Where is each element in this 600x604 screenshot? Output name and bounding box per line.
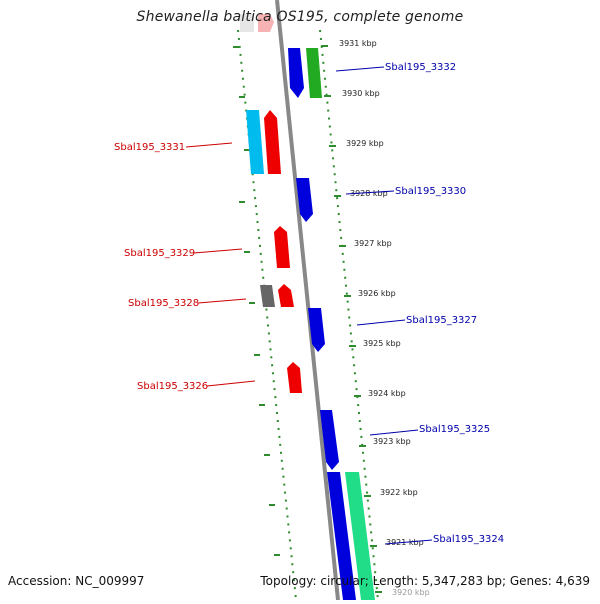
faded-gene-arrow xyxy=(258,14,274,32)
kbp-tick-label: 3931 kbp xyxy=(339,39,377,48)
kbp-tick-label: 3920 kbp xyxy=(392,588,430,597)
gene-label[interactable]: Sbal195_3329 xyxy=(124,248,195,259)
kbp-tick-label: 3924 kbp xyxy=(368,389,406,398)
gene-arrow-red xyxy=(287,362,302,393)
gene-block-blue xyxy=(327,472,356,600)
gene-arrow-blue xyxy=(320,410,339,470)
gene-arrow-blue xyxy=(288,48,304,98)
kbp-tick-label: 3922 kbp xyxy=(380,488,418,497)
kbp-tick-label: 3926 kbp xyxy=(358,289,396,298)
gene-label[interactable]: Sbal195_3327 xyxy=(406,315,477,326)
gene-arrow-red xyxy=(278,284,294,307)
right-tick-marks xyxy=(321,45,382,593)
gene-block-cyan xyxy=(246,110,264,174)
gene-labels: Sbal195_3332 Sbal195_3331 Sbal195_3330 S… xyxy=(114,62,504,545)
gene-label[interactable]: Sbal195_3324 xyxy=(433,534,504,545)
gene-arrow-blue xyxy=(296,178,313,222)
accession-text: Accession: NC_009997 xyxy=(8,574,145,588)
kbp-tick-label: 3930 kbp xyxy=(342,89,380,98)
genome-summary-text: Topology: circular; Length: 5,347,283 bp… xyxy=(260,574,590,588)
gene-label[interactable]: Sbal195_3325 xyxy=(419,424,490,435)
genome-title: Shewanella baltica OS195, complete genom… xyxy=(136,9,464,25)
gene-block-green xyxy=(306,48,322,98)
kbp-tick-label: 3923 kbp xyxy=(373,437,411,446)
gene-label[interactable]: Sbal195_3331 xyxy=(114,142,185,153)
left-tick-marks xyxy=(233,46,280,556)
kbp-tick-label: 3925 kbp xyxy=(363,339,401,348)
gene-arrow-red xyxy=(274,226,290,268)
gene-label[interactable]: Sbal195_3330 xyxy=(395,186,466,197)
gene-block-grey xyxy=(260,285,275,307)
gene-label[interactable]: Sbal195_3326 xyxy=(137,381,208,392)
backbone-line xyxy=(275,0,340,601)
gene-label[interactable]: Sbal195_3328 xyxy=(128,298,199,309)
faded-gene-block xyxy=(240,14,254,32)
kbp-tick-label: 3929 kbp xyxy=(346,139,384,148)
gene-arrow-red xyxy=(264,110,281,174)
kbp-tick-label: 3927 kbp xyxy=(354,239,392,248)
label-callout-lines xyxy=(185,66,433,545)
gene-label[interactable]: Sbal195_3332 xyxy=(385,62,456,73)
gene-arrow-blue xyxy=(308,308,325,352)
kbp-tick-label: 3928 kbp xyxy=(350,189,388,198)
gene-block-seagreen xyxy=(345,472,375,600)
